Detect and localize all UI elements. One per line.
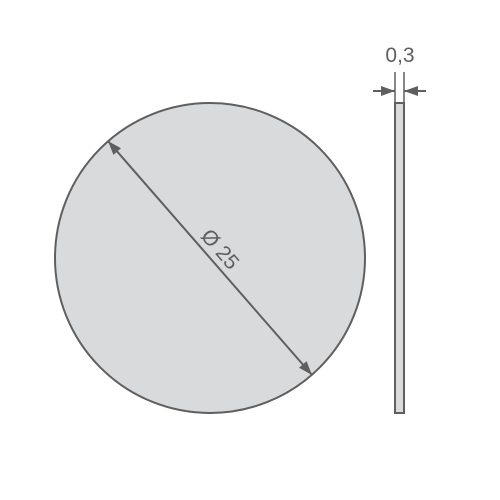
technical-drawing: Ø 250,3 <box>0 0 500 500</box>
arrowhead-icon <box>404 86 418 96</box>
drawing-stage: Ø 250,3 <box>0 0 500 500</box>
arrowhead-icon <box>381 86 395 96</box>
disc-side-view <box>395 103 404 413</box>
thickness-label: 0,3 <box>385 44 414 67</box>
